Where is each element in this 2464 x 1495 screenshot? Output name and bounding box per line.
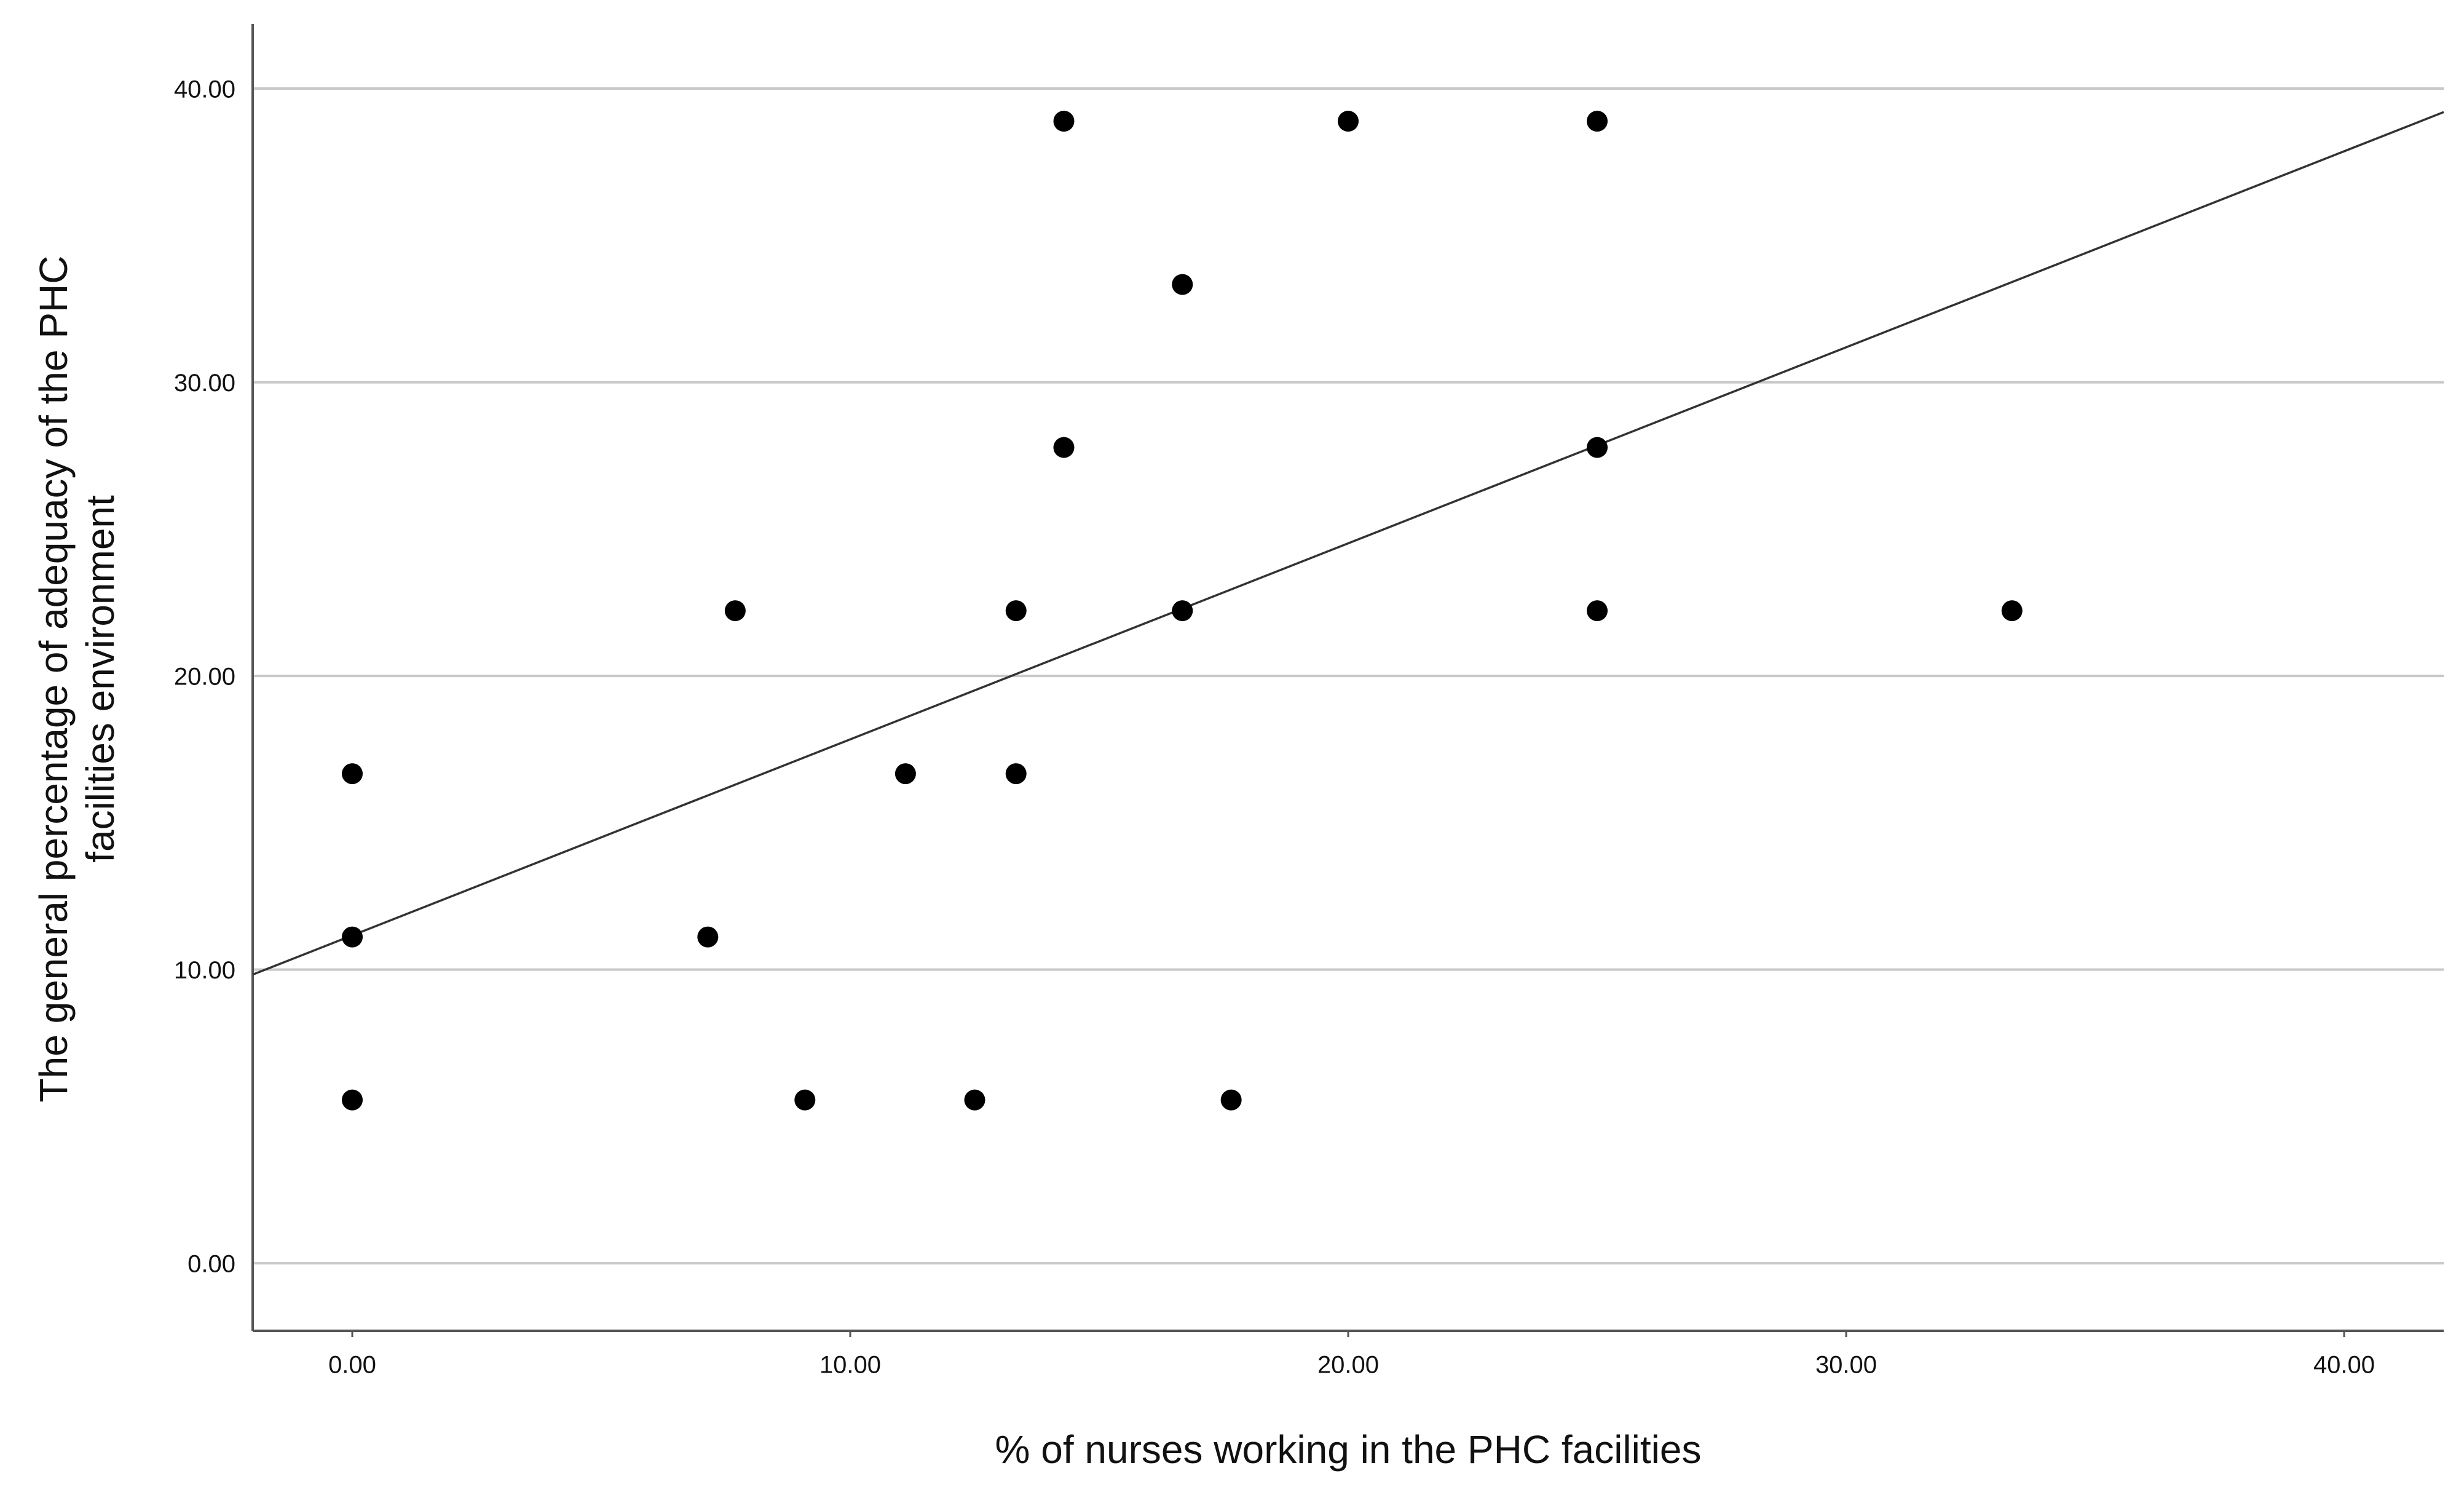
y-tick-label: 0.00 (188, 1251, 235, 1278)
point (724, 600, 746, 622)
point (697, 926, 719, 948)
point (1005, 763, 1027, 785)
point (1587, 437, 1608, 458)
x-tick-label: 10.00 (819, 1352, 881, 1379)
point (1172, 274, 1193, 295)
x-tick-label: 40.00 (2313, 1352, 2375, 1379)
point (1220, 1089, 1242, 1111)
x-tick-label: 0.00 (328, 1352, 376, 1379)
x-tick-label: 20.00 (1317, 1352, 1379, 1379)
point (1338, 111, 1359, 132)
y-tick-label: 10.00 (174, 957, 235, 984)
point (1005, 600, 1027, 622)
point (342, 1089, 363, 1111)
x-axis-title: % of nurses working in the PHC facilitie… (995, 1427, 1702, 1472)
point (342, 763, 363, 785)
y-axis-title: facilities environment (78, 495, 122, 863)
point (1053, 437, 1075, 458)
x-tick-label: 30.00 (1815, 1352, 1877, 1379)
point (964, 1089, 985, 1111)
point (794, 1089, 816, 1111)
y-tick-label: 20.00 (174, 664, 235, 691)
y-axis-title: The general percentage of adequacy of th… (31, 256, 76, 1103)
point (894, 763, 916, 785)
point (1587, 111, 1608, 132)
point (2001, 600, 2023, 622)
fit-line (252, 111, 2444, 976)
point (1053, 111, 1075, 132)
point (342, 926, 363, 948)
point (1172, 600, 1193, 622)
y-tick-label: 30.00 (174, 370, 235, 397)
y-tick-label: 40.00 (174, 76, 235, 103)
point (1587, 600, 1608, 622)
